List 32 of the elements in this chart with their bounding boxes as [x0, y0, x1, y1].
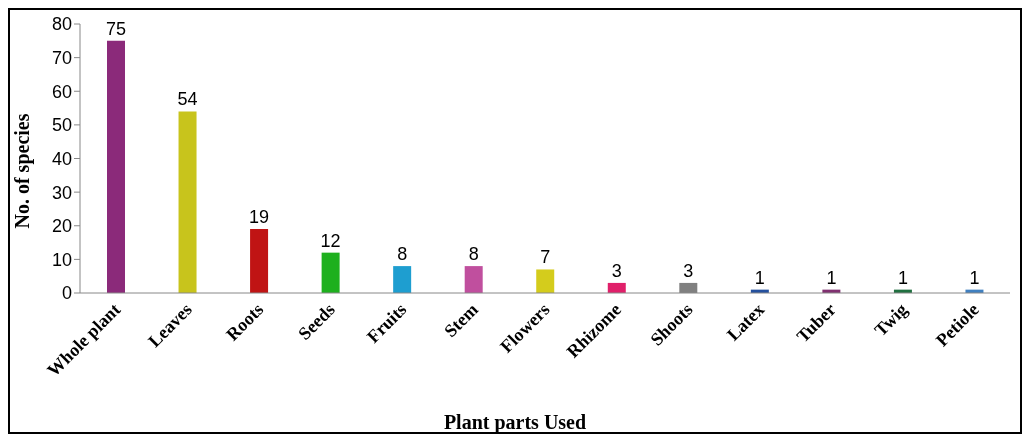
y-axis-title: No. of species [11, 113, 35, 229]
data-label: 8 [468, 244, 479, 265]
y-tick-label: 10 [51, 249, 72, 270]
bar [178, 111, 197, 293]
bar [107, 40, 125, 293]
data-label: 75 [105, 18, 127, 39]
data-label: 8 [397, 244, 408, 265]
data-label: 54 [177, 89, 198, 110]
data-label: 19 [249, 207, 270, 228]
y-tick-label: 60 [51, 81, 72, 102]
data-label: 12 [320, 230, 341, 251]
y-tick-label: 50 [51, 115, 72, 136]
bar [464, 266, 483, 293]
bar [321, 252, 340, 293]
x-tick-label: Twig [870, 299, 912, 341]
data-label: 1 [897, 267, 908, 288]
data-label: 1 [826, 267, 837, 288]
y-tick-label: 70 [51, 48, 72, 69]
y-tick-label: 30 [51, 182, 72, 203]
bar [250, 229, 269, 293]
data-label: 3 [611, 260, 622, 281]
data-label: 1 [754, 267, 765, 288]
data-label: 7 [540, 247, 551, 268]
y-tick-label: 40 [51, 148, 72, 169]
data-label: 1 [969, 267, 980, 288]
y-tick-label: 0 [61, 283, 72, 304]
y-tick-label: 20 [51, 216, 72, 237]
x-axis-title: Plant parts Used [442, 411, 588, 434]
bar [536, 269, 555, 293]
y-tick-label: 80 [51, 14, 72, 35]
bar [393, 266, 412, 293]
data-label: 3 [683, 260, 694, 281]
